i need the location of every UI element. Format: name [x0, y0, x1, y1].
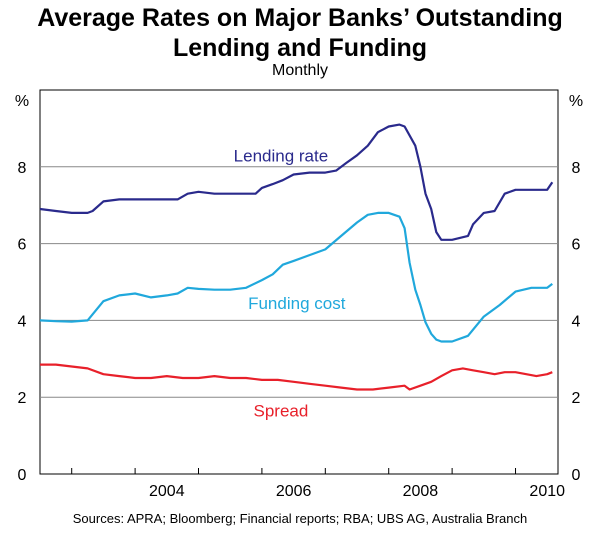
axis-ticks [71, 468, 517, 474]
x-tick-label: 2010 [529, 483, 565, 500]
plot-area-frame [39, 89, 559, 475]
series-line-funding-cost [39, 211, 553, 343]
y-axis-unit-right: % [569, 93, 583, 110]
series-label-spread: Spread [254, 402, 309, 421]
y-tick-label-left: 4 [18, 313, 27, 330]
grid-lines [40, 166, 558, 398]
y-tick-label-right: 4 [572, 313, 581, 330]
y-tick-label-left: 6 [18, 237, 27, 254]
x-tick-label: 2004 [149, 483, 185, 500]
y-tick-label-right: 6 [572, 237, 581, 254]
series-label-lending-rate: Lending rate [234, 146, 329, 165]
y-tick-label-right: 0 [572, 467, 581, 484]
y-tick-label-left: 2 [18, 390, 27, 407]
chart-title-line-2: Lending and Funding [172, 34, 428, 62]
y-axis-unit-left: % [15, 93, 29, 110]
y-tick-label-left: 8 [18, 160, 27, 177]
source-note: Sources: APRA; Bloomberg; Financial repo… [72, 511, 528, 526]
series-line-spread [40, 363, 553, 391]
x-tick-label: 2006 [276, 483, 312, 500]
chart-title-line-1: Average Rates on Major Banks’ Outstandin… [37, 4, 563, 32]
series-labels: Lending rate Funding cost Spread [234, 146, 346, 420]
y-tick-label-right: 2 [572, 390, 581, 407]
axis-labels: 0 0 2 2 4 4 6 6 8 8% % 2004 2006 2008 2010 [15, 93, 583, 500]
series-label-funding-cost: Funding cost [248, 294, 346, 313]
chart-subtitle: Monthly [271, 62, 329, 79]
series-line-lending-rate [39, 123, 554, 241]
y-tick-label-left: 0 [18, 467, 27, 484]
series-lines [39, 123, 554, 391]
y-tick-label-right: 8 [572, 160, 581, 177]
x-tick-label: 2008 [403, 483, 439, 500]
